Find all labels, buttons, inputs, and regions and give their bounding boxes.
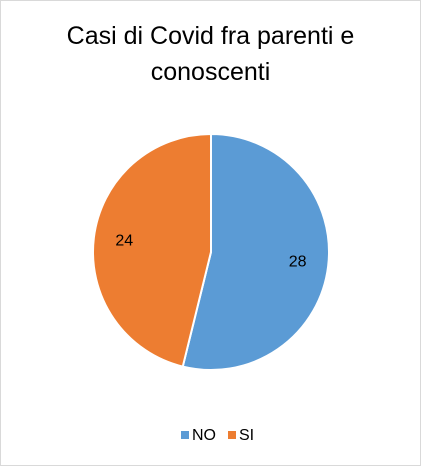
legend-label: NO bbox=[192, 427, 216, 444]
data-label: 24 bbox=[115, 233, 133, 250]
legend-swatch bbox=[228, 431, 236, 439]
legend-swatch bbox=[181, 431, 189, 439]
pie-slice bbox=[92, 132, 212, 368]
legend-label: SI bbox=[239, 427, 254, 444]
data-label: 28 bbox=[289, 254, 307, 271]
chart-title: Casi di Covid fra parenti e conoscenti bbox=[66, 22, 355, 86]
pie-slice bbox=[181, 132, 330, 371]
